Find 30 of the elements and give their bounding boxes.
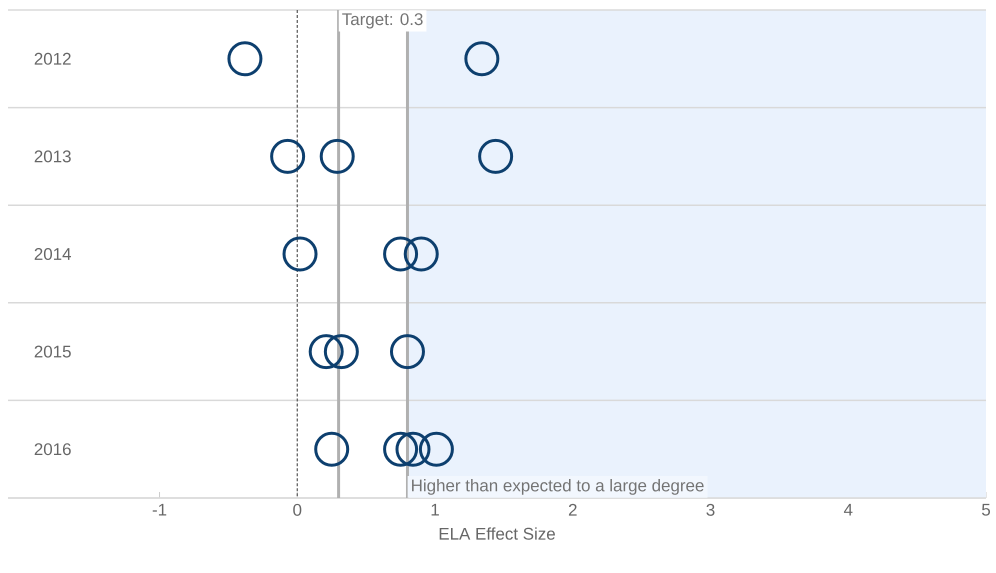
point — [320, 138, 355, 174]
x-tick-label: 2 — [568, 504, 577, 516]
point — [404, 236, 439, 272]
band-label: Higher than expected to a large degree — [412, 479, 704, 495]
x-tick-label: 1 — [432, 504, 439, 516]
point — [464, 41, 500, 76]
point — [478, 138, 514, 174]
ref-line-label: Target: 0.3 — [342, 13, 423, 29]
y-tick-label: 2014 — [34, 248, 72, 260]
x-tick-label: -1 — [152, 504, 166, 516]
y-tick-label: 2016 — [34, 443, 71, 456]
x-tick-label: 3 — [706, 504, 714, 516]
point — [270, 138, 306, 174]
point — [395, 432, 430, 467]
point — [282, 236, 318, 272]
x-tick-label: 0 — [293, 504, 302, 516]
point — [314, 432, 350, 467]
point — [308, 334, 344, 370]
y-tick-label: 2012 — [34, 52, 71, 65]
y-tick-label: 2015 — [34, 346, 71, 358]
x-tick-label: 4 — [844, 504, 852, 516]
point — [227, 41, 262, 76]
x-tick-label: 5 — [982, 504, 990, 516]
point — [390, 334, 425, 370]
point — [383, 236, 418, 272]
point — [383, 432, 418, 467]
y-tick-label: 2013 — [34, 150, 71, 162]
point — [418, 432, 454, 467]
point — [324, 334, 359, 370]
x-axis-title: ELA Effect Size — [440, 527, 555, 540]
